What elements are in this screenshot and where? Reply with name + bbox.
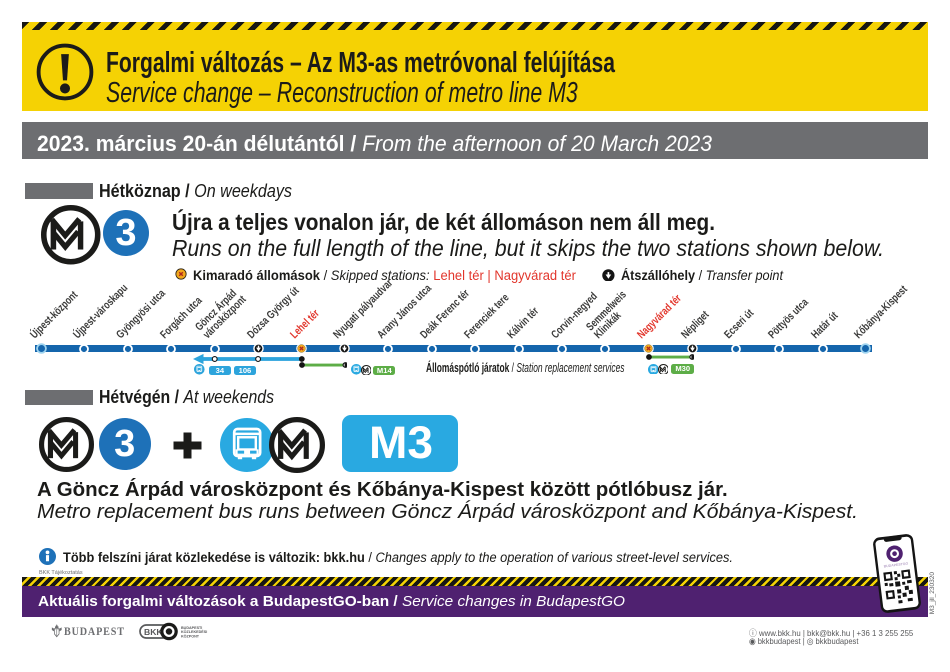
svg-text:BKK: BKK — [144, 627, 163, 637]
svg-text:KÖZLEKEDÉSI: KÖZLEKEDÉSI — [181, 629, 207, 634]
svg-text:BUDAPESTGO: BUDAPESTGO — [883, 561, 908, 568]
svg-text:KÖZPONT: KÖZPONT — [181, 634, 200, 639]
svg-text:BUDAPESTI: BUDAPESTI — [181, 626, 202, 630]
